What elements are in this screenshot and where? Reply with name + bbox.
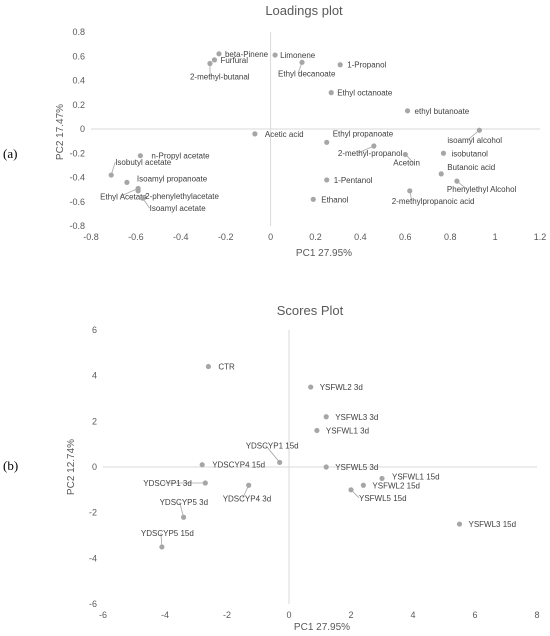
y-tick-label: -0.4	[69, 173, 85, 183]
point-label: isobutanol	[451, 149, 488, 158]
y-tick-label: 0	[80, 124, 85, 134]
data-point	[371, 143, 377, 149]
point-label: Acetic acid	[265, 130, 304, 139]
panel-label-a: (a)	[3, 146, 18, 161]
point-label: 2-methyl-butanal	[190, 73, 250, 82]
data-point	[216, 51, 222, 57]
x-tick-label: -0.4	[173, 232, 189, 242]
point-label: ethyl butanoate	[415, 107, 470, 116]
point-label: Isobutyl acetate	[115, 158, 172, 167]
data-point	[310, 196, 316, 202]
point-label: Butanoic acid	[447, 163, 495, 172]
point-label: 2-methylpropanoic acid	[392, 197, 475, 206]
point-label: 1-Propanol	[347, 61, 386, 70]
point-label: n-Propyl acetate	[151, 152, 210, 161]
data-point	[299, 59, 305, 65]
y-axis-label: PC2 17.47%	[55, 104, 66, 160]
data-point	[252, 131, 258, 137]
point-label: 2-methyl-propanol	[338, 149, 403, 158]
y-tick-label: 0.2	[72, 100, 85, 110]
leader-line	[467, 129, 480, 141]
point-label: Ethyl Acetate	[100, 192, 147, 201]
data-point	[328, 90, 334, 96]
point-label: 1-Pentanol	[334, 176, 373, 185]
point-label: Acetoin	[393, 158, 420, 167]
data-point	[438, 171, 444, 177]
panel-label-b: (b)	[3, 458, 19, 473]
data-point	[454, 178, 460, 184]
data-point	[324, 177, 330, 183]
data-point	[124, 179, 130, 185]
point-label: Ethyl decanoate	[278, 69, 336, 78]
data-point	[476, 127, 482, 133]
x-tick-label: 0.4	[354, 232, 367, 242]
point-label: beta-Pinene	[225, 50, 269, 59]
point-label: Isoamyl acetate	[150, 204, 207, 213]
data-point	[407, 188, 413, 194]
point-label: Phenylethyl Alcohol	[447, 185, 517, 194]
x-tick-label: -0.2	[218, 232, 234, 242]
point-label: Isoamyl propanoate	[137, 174, 208, 183]
data-point	[135, 188, 141, 194]
data-point	[440, 150, 447, 156]
point-label: isoamyl alcohol	[447, 136, 502, 145]
data-point	[402, 151, 408, 158]
data-point	[140, 195, 146, 201]
chart-title: Loadings plot	[265, 3, 343, 18]
leader-line	[119, 188, 139, 197]
y-tick-label: -0.2	[69, 148, 85, 158]
data-point	[324, 139, 330, 145]
x-tick-label: 0.8	[444, 232, 457, 242]
y-tick-label: 0.4	[72, 76, 85, 86]
data-point	[404, 108, 411, 114]
point-label: Furfural	[220, 56, 248, 65]
data-point	[108, 172, 114, 178]
data-point	[207, 60, 213, 67]
y-tick-label: 0.6	[72, 51, 85, 61]
y-tick-label: -0.6	[69, 197, 85, 207]
point-label: Ethanol	[321, 195, 348, 204]
x-tick-label: 1	[493, 232, 498, 242]
x-tick-label: -0.6	[128, 232, 144, 242]
data-point	[137, 153, 143, 159]
x-tick-label: -0.8	[83, 232, 99, 242]
point-label: Limonene	[280, 51, 316, 60]
x-tick-label: 1.2	[534, 232, 547, 242]
y-tick-label: -0.8	[69, 221, 85, 231]
x-tick-label: 0.6	[399, 232, 412, 242]
y-tick-label: 0.8	[72, 27, 85, 37]
data-point	[337, 62, 343, 68]
leader-line	[357, 145, 375, 154]
x-axis-label: PC1 27.95%	[296, 248, 352, 259]
point-label: Ethyl propanoate	[333, 129, 394, 138]
x-tick-label: 0	[268, 232, 273, 242]
point-label: Ethyl octanoate	[337, 89, 393, 98]
point-label: 2-phenylethylacetate	[145, 192, 219, 201]
data-point	[211, 57, 218, 63]
x-tick-label: 0.2	[309, 232, 322, 242]
data-point	[272, 52, 278, 58]
